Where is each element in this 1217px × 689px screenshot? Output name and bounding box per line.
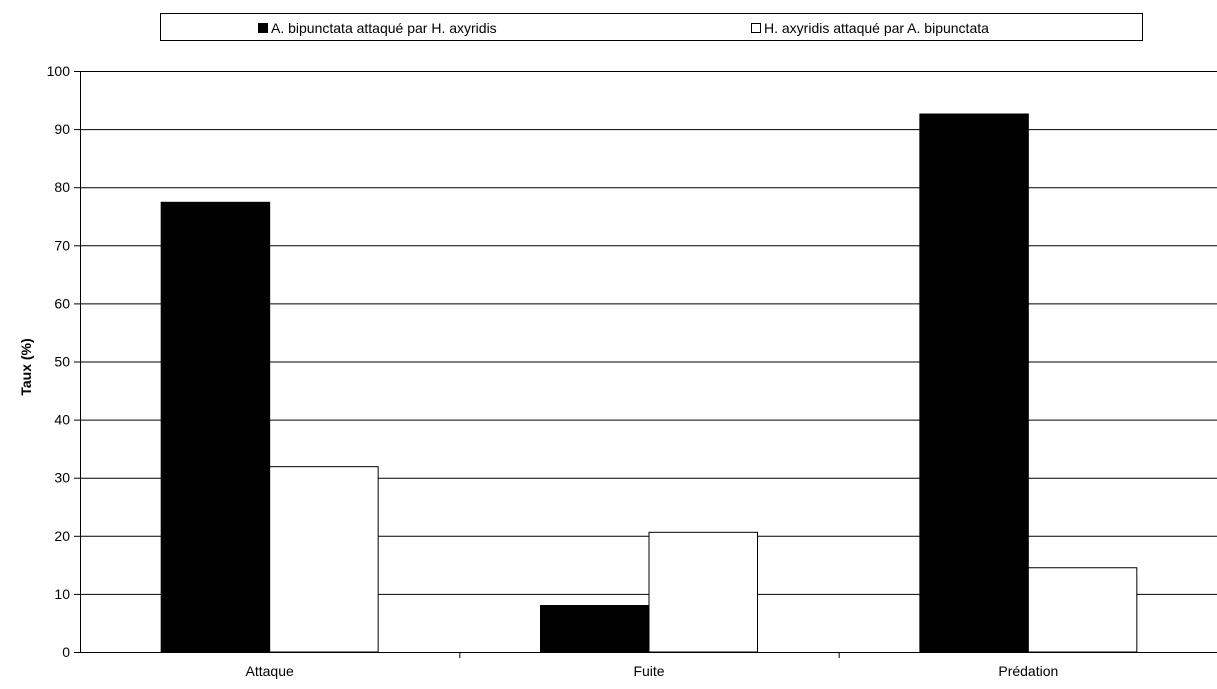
y-tick-label: 60 bbox=[54, 295, 70, 311]
bar-1-attaque bbox=[160, 201, 271, 653]
bar-1-fuite bbox=[540, 605, 650, 653]
x-tick-label: Attaque bbox=[246, 663, 294, 679]
y-tick-label: 70 bbox=[54, 237, 70, 253]
y-tick-label: 100 bbox=[47, 63, 71, 79]
x-tick-label: Prédation bbox=[998, 663, 1058, 679]
y-tick-label: 10 bbox=[54, 586, 70, 602]
y-tick-label: 80 bbox=[54, 179, 70, 195]
y-tick-label: 50 bbox=[54, 354, 70, 370]
legend-item-series-2: H. axyridis attaqué par A. bipunctata bbox=[751, 20, 989, 36]
legend-label-series-1: A. bipunctata attaqué par H. axyridis bbox=[271, 20, 497, 36]
chart-legend: A. bipunctata attaqué par H. axyridis H.… bbox=[160, 13, 1143, 41]
bar-1-prédation bbox=[919, 113, 1029, 653]
bar-2-fuite bbox=[648, 531, 758, 653]
y-tick-label: 20 bbox=[54, 528, 70, 544]
legend-swatch-series-1 bbox=[258, 23, 268, 33]
y-tick-label: 30 bbox=[54, 470, 70, 486]
y-tick-label: 40 bbox=[54, 412, 70, 428]
legend-label-series-2: H. axyridis attaqué par A. bipunctata bbox=[764, 20, 989, 36]
y-axis-title: Taux (%) bbox=[18, 338, 34, 395]
x-tick-label: Fuite bbox=[633, 663, 664, 679]
y-tick-label: 90 bbox=[54, 121, 70, 137]
tick-labels: 0 10 20 30 40 50 60 70 80 90 100 Attaque Fuite Prédat… bbox=[47, 63, 1059, 679]
y-tick-label: 0 bbox=[62, 644, 70, 660]
axes bbox=[74, 71, 1217, 658]
legend-swatch-series-2 bbox=[751, 23, 761, 33]
bar-2-prédation bbox=[1027, 567, 1138, 653]
bars bbox=[160, 113, 1138, 653]
bar-2-attaque bbox=[269, 466, 379, 653]
legend-item-series-1: A. bipunctata attaqué par H. axyridis bbox=[258, 20, 497, 36]
